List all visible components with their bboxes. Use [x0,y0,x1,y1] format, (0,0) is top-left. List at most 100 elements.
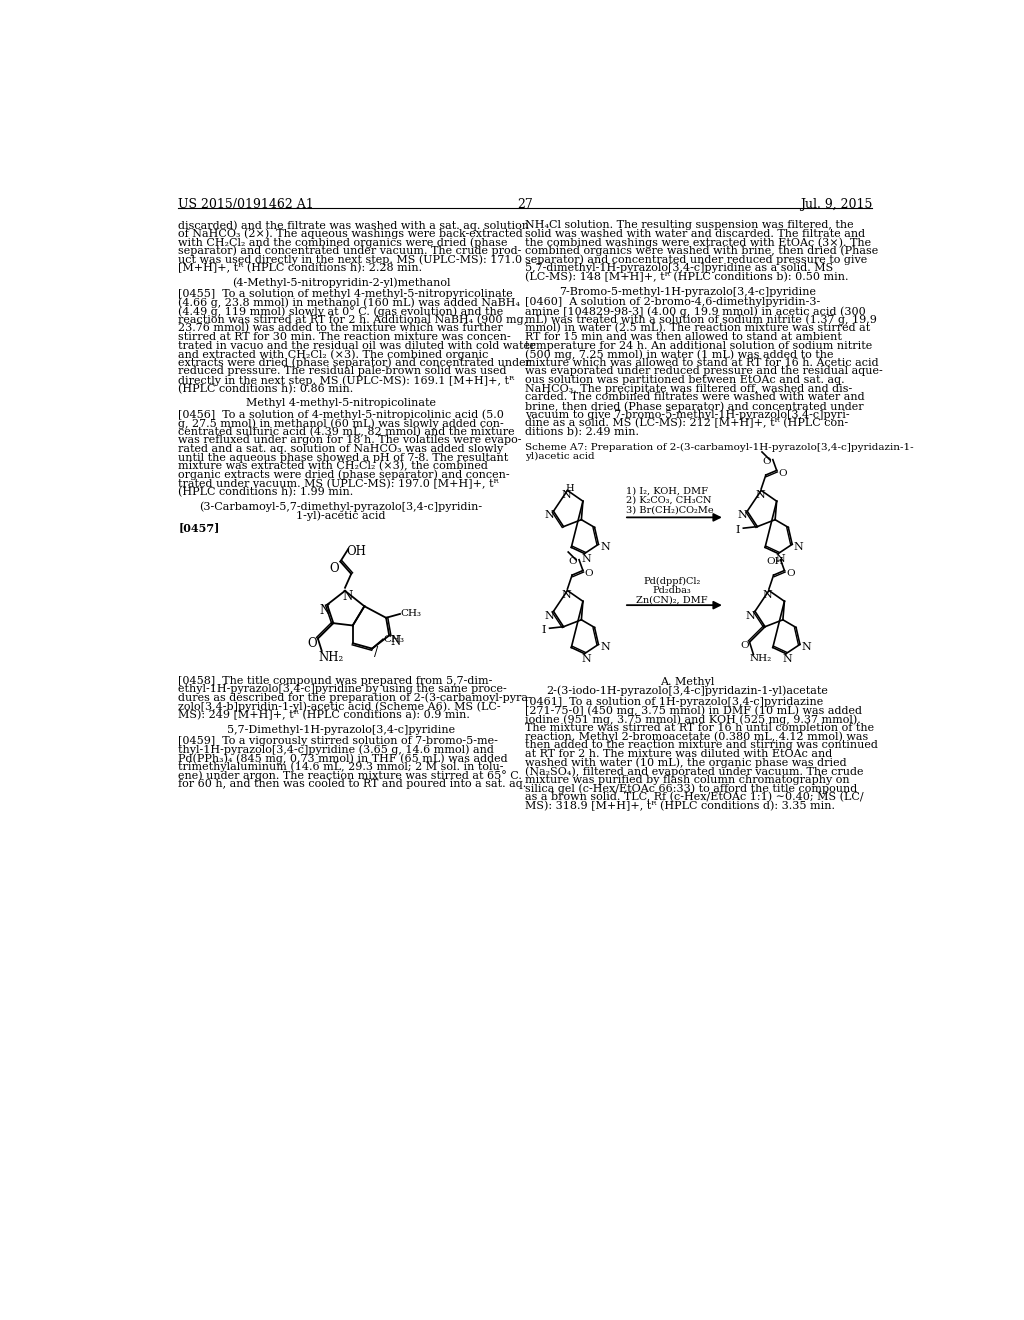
Text: as a brown solid. TLC, Rf (c-Hex/EtOAc 1:1) ∼0.40; MS (LC/: as a brown solid. TLC, Rf (c-Hex/EtOAc 1… [524,792,863,803]
Text: N: N [600,642,609,652]
Text: amine [104829-98-3] (4.00 g, 19.9 mmol) in acetic acid (300: amine [104829-98-3] (4.00 g, 19.9 mmol) … [524,306,865,317]
Text: Pd(dppf)Cl₂: Pd(dppf)Cl₂ [643,577,700,586]
Text: reaction. Methyl 2-bromoacetate (0.380 mL, 4.12 mmol) was: reaction. Methyl 2-bromoacetate (0.380 m… [524,731,868,742]
Text: dine as a solid. MS (LC-MS): 212 [M+H]+, tᴿ (HPLC con-: dine as a solid. MS (LC-MS): 212 [M+H]+,… [524,418,848,429]
Text: O: O [778,469,786,478]
Text: N: N [794,543,804,552]
Text: brine, then dried (Phase separator) and concentrated under: brine, then dried (Phase separator) and … [524,401,863,412]
Text: combined organics were washed with brine, then dried (Phase: combined organics were washed with brine… [524,246,878,256]
Text: washed with water (10 mL), the organic phase was dried: washed with water (10 mL), the organic p… [524,758,847,768]
Text: US 2015/0191462 A1: US 2015/0191462 A1 [178,198,314,211]
Text: mL) was treated with a solution of sodium nitrite (1.37 g, 19.9: mL) was treated with a solution of sodiu… [524,314,877,325]
Text: N: N [544,511,554,520]
Text: I: I [542,626,547,635]
Text: iodine (951 mg, 3.75 mmol) and KOH (525 mg, 9.37 mmol).: iodine (951 mg, 3.75 mmol) and KOH (525 … [524,714,860,725]
Text: centrated sulfuric acid (4.39 mL, 82 mmol) and the mixture: centrated sulfuric acid (4.39 mL, 82 mmo… [178,426,515,437]
Text: temperature for 24 h. An additional solution of sodium nitrite: temperature for 24 h. An additional solu… [524,341,872,351]
Text: trated in vacuo and the residual oil was diluted with cold water: trated in vacuo and the residual oil was… [178,341,536,351]
Text: O: O [762,457,771,466]
Text: stirred at RT for 30 min. The reaction mixture was concen-: stirred at RT for 30 min. The reaction m… [178,331,511,342]
Text: separator) and concentrated under reduced pressure to give: separator) and concentrated under reduce… [524,255,867,265]
Text: O: O [740,640,749,649]
Text: N: N [745,611,756,620]
Text: [0457]: [0457] [178,523,220,533]
Text: N: N [600,543,609,552]
Text: (HPLC conditions h): 0.86 min.: (HPLC conditions h): 0.86 min. [178,384,353,393]
Text: [0456]  To a solution of 4-methyl-5-nitropicolinic acid (5.0: [0456] To a solution of 4-methyl-5-nitro… [178,409,504,420]
Text: Methyl 4-methyl-5-nitropicolinate: Methyl 4-methyl-5-nitropicolinate [246,399,436,408]
Text: O: O [585,569,593,578]
Text: 2) K₂CO₃, CH₃CN: 2) K₂CO₃, CH₃CN [626,496,711,504]
Text: N: N [561,590,571,599]
Text: at RT for 2 h. The mixture was diluted with EtOAc and: at RT for 2 h. The mixture was diluted w… [524,748,833,759]
Text: (3-Carbamoyl-5,7-dimethyl-pyrazolo[3,4-c]pyridin-: (3-Carbamoyl-5,7-dimethyl-pyrazolo[3,4-c… [200,502,482,512]
Text: and extracted with CH₂Cl₂ (×3). The combined organic: and extracted with CH₂Cl₂ (×3). The comb… [178,350,488,360]
Text: thyl-1H-pyrazolo[3,4-c]pyridine (3.65 g, 14.6 mmol) and: thyl-1H-pyrazolo[3,4-c]pyridine (3.65 g,… [178,744,495,755]
Text: organic extracts were dried (phase separator) and concen-: organic extracts were dried (phase separ… [178,470,510,480]
Text: RT for 15 min and was then allowed to stand at ambient: RT for 15 min and was then allowed to st… [524,331,842,342]
Text: NH₂: NH₂ [750,655,772,664]
Text: ditions b): 2.49 min.: ditions b): 2.49 min. [524,426,639,437]
Text: O: O [330,561,339,574]
Text: MS): 249 [M+H]+, tᴿ (HPLC conditions a): 0.9 min.: MS): 249 [M+H]+, tᴿ (HPLC conditions a):… [178,710,470,721]
Text: MS): 318.9 [M+H]+, tᴿ (HPLC conditions d): 3.35 min.: MS): 318.9 [M+H]+, tᴿ (HPLC conditions d… [524,800,835,810]
Text: 27: 27 [517,198,532,211]
Text: 5,7-dimethyl-1H-pyrazolo[3,4-c]pyridine as a solid. MS: 5,7-dimethyl-1H-pyrazolo[3,4-c]pyridine … [524,263,834,273]
Text: ous solution was partitioned between EtOAc and sat. aq.: ous solution was partitioned between EtO… [524,375,845,385]
Text: [0458]  The title compound was prepared from 5,7-dim-: [0458] The title compound was prepared f… [178,676,493,685]
Text: N: N [561,490,571,500]
Text: 2-(3-iodo-1H-pyrazolo[3,4-c]pyridazin-1-yl)acetate: 2-(3-iodo-1H-pyrazolo[3,4-c]pyridazin-1-… [547,685,828,696]
Text: N: N [763,590,772,599]
Text: (4.66 g, 23.8 mmol) in methanol (160 mL) was added NaBH₄: (4.66 g, 23.8 mmol) in methanol (160 mL)… [178,297,520,308]
Text: reduced pressure. The residual pale-brown solid was used: reduced pressure. The residual pale-brow… [178,367,507,376]
Text: Jul. 9, 2015: Jul. 9, 2015 [800,198,872,211]
Text: N: N [738,511,748,520]
Text: NH₂: NH₂ [318,651,344,664]
Text: the combined washings were extracted with EtOAc (3×). The: the combined washings were extracted wit… [524,238,871,248]
Text: N: N [319,605,330,616]
Text: N: N [391,635,401,648]
Text: vacuum to give 7-bromo-5-methyl-1H-pyrazolo[3,4-c]pyri-: vacuum to give 7-bromo-5-methyl-1H-pyraz… [524,409,850,420]
Text: then added to the reaction mixture and stirring was continued: then added to the reaction mixture and s… [524,741,878,750]
Text: (HPLC conditions h): 1.99 min.: (HPLC conditions h): 1.99 min. [178,487,353,498]
Text: (4.49 g, 119 mmol) slowly at 0° C. (gas evolution) and the: (4.49 g, 119 mmol) slowly at 0° C. (gas … [178,306,504,317]
Text: (Na₂SO₄), filtered and evaporated under vacuum. The crude: (Na₂SO₄), filtered and evaporated under … [524,766,863,776]
Text: (LC-MS): 148 [M+H]+, tᴿ (HPLC conditions b): 0.50 min.: (LC-MS): 148 [M+H]+, tᴿ (HPLC conditions… [524,272,848,282]
Text: rated and a sat. aq. solution of NaHCO₃ was added slowly: rated and a sat. aq. solution of NaHCO₃ … [178,444,504,454]
Text: /: / [375,645,379,659]
Text: OH: OH [767,557,784,566]
Text: zolo[3,4-b]pyridin-1-yl)-acetic acid (Scheme A6). MS (LC-: zolo[3,4-b]pyridin-1-yl)-acetic acid (Sc… [178,701,501,711]
Text: N: N [582,554,591,565]
Text: dures as described for the preparation of 2-(3-carbamoyl-pyra-: dures as described for the preparation o… [178,693,532,704]
Text: CH₃: CH₃ [400,610,421,618]
Text: NH₄Cl solution. The resulting suspension was filtered, the: NH₄Cl solution. The resulting suspension… [524,220,853,230]
Text: extracts were dried (phase separator) and concentrated under: extracts were dried (phase separator) an… [178,358,531,368]
Text: with CH₂Cl₂ and the combined organics were dried (phase: with CH₂Cl₂ and the combined organics we… [178,238,508,248]
Text: 5,7-Dimethyl-1H-pyrazolo[3,4-c]pyridine: 5,7-Dimethyl-1H-pyrazolo[3,4-c]pyridine [227,725,456,735]
Text: silica gel (c-Hex/EtOAc 66:33) to afford the title compound: silica gel (c-Hex/EtOAc 66:33) to afford… [524,783,857,793]
Text: [0459]  To a vigorously stirred solution of 7-bromo-5-me-: [0459] To a vigorously stirred solution … [178,735,499,746]
Text: 23.76 mmol) was added to the mixture which was further: 23.76 mmol) was added to the mixture whi… [178,323,503,334]
Text: N: N [755,490,765,500]
Text: CH₃: CH₃ [383,635,404,644]
Text: N: N [544,611,554,620]
Text: of NaHCO₃ (2×). The aqueous washings were back-extracted: of NaHCO₃ (2×). The aqueous washings wer… [178,228,523,239]
Text: Pd(PPh₃)₄ (845 mg, 0.73 mmol) in THF (65 mL) was added: Pd(PPh₃)₄ (845 mg, 0.73 mmol) in THF (65… [178,752,508,763]
Text: (500 mg, 7.25 mmol) in water (1 mL) was added to the: (500 mg, 7.25 mmol) in water (1 mL) was … [524,350,834,360]
Text: Pd₂dba₃: Pd₂dba₃ [652,586,691,595]
Text: 7-Bromo-5-methyl-1H-pyrazolo[3,4-c]pyridine: 7-Bromo-5-methyl-1H-pyrazolo[3,4-c]pyrid… [559,286,816,297]
Text: reaction was stirred at RT for 2 h. Additional NaBH₄ (900 mg,: reaction was stirred at RT for 2 h. Addi… [178,314,527,325]
Text: (4-Methyl-5-nitropyridin-2-yl)methanol: (4-Methyl-5-nitropyridin-2-yl)methanol [231,279,451,289]
Text: trated under vacuum. MS (UPLC-MS): 197.0 [M+H]+, tᴿ: trated under vacuum. MS (UPLC-MS): 197.0… [178,478,499,488]
Text: H: H [566,484,574,494]
Text: O: O [786,569,795,578]
Text: ene) under argon. The reaction mixture was stirred at 65° C.: ene) under argon. The reaction mixture w… [178,771,522,781]
Text: 1-yl)-acetic acid: 1-yl)-acetic acid [296,511,386,521]
Text: trimethylaluminum (14.6 mL, 29.3 mmol; 2 M sol. in tolu-: trimethylaluminum (14.6 mL, 29.3 mmol; 2… [178,762,504,772]
Text: yl)acetic acid: yl)acetic acid [524,451,594,461]
Text: discarded) and the filtrate was washed with a sat. aq. solution: discarded) and the filtrate was washed w… [178,220,529,231]
Text: was refluxed under argon for 18 h. The volatiles were evapo-: was refluxed under argon for 18 h. The v… [178,436,522,445]
Text: was evaporated under reduced pressure and the residual aque-: was evaporated under reduced pressure an… [524,367,883,376]
Text: I: I [735,525,740,535]
Text: N: N [582,655,591,664]
